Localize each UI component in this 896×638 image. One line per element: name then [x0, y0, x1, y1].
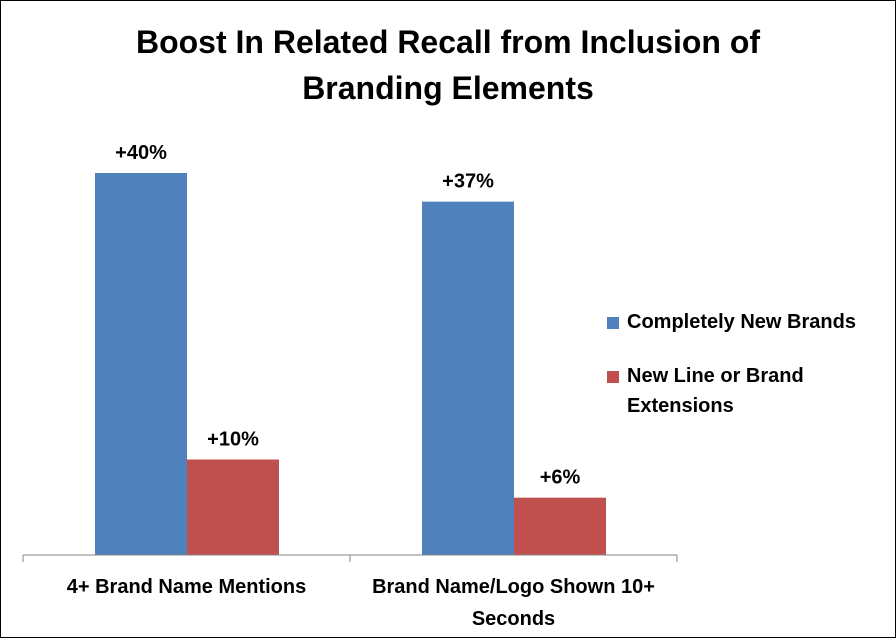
chart-title: Boost In Related Recall from Inclusion o…: [1, 19, 895, 111]
chart-title-line-2: Branding Elements: [302, 70, 594, 106]
data-label-completely-new-brands-2: +37%: [442, 171, 494, 193]
category-label-2-line-2: Seconds: [472, 608, 555, 630]
data-label-new-line-or-brand-extensions-2: +6%: [540, 467, 581, 489]
bar-new-line-or-brand-extensions-1: [187, 459, 279, 555]
legend-swatch-completely-new-brands: [607, 317, 619, 329]
legend-item-new-line-or-brand-extensions: New Line or Brand Extensions: [607, 361, 896, 421]
bar-completely-new-brands-2: [422, 201, 514, 555]
data-label-new-line-or-brand-extensions-1: +10%: [207, 429, 259, 451]
chart-title-line-1: Boost In Related Recall from Inclusion o…: [135, 24, 761, 60]
bar-completely-new-brands-1: [95, 173, 187, 555]
chart-legend: Completely New Brands New Line or Brand …: [607, 307, 896, 445]
legend-label-new-line-line-2: Extensions: [627, 395, 734, 417]
data-label-completely-new-brands-1: +40%: [115, 142, 167, 164]
category-label-2-line-1: Brand Name/Logo Shown 10+: [372, 576, 655, 598]
category-label-1-line-1: 4+ Brand Name Mentions: [67, 576, 307, 598]
legend-item-completely-new-brands: Completely New Brands: [607, 307, 896, 337]
bar-new-line-or-brand-extensions-2: [514, 497, 606, 555]
legend-label-completely-new-brands: Completely New Brands: [627, 311, 856, 333]
legend-swatch-new-line-or-brand-extensions: [607, 371, 619, 383]
legend-label-new-line-line-1: New Line or Brand: [627, 365, 804, 387]
